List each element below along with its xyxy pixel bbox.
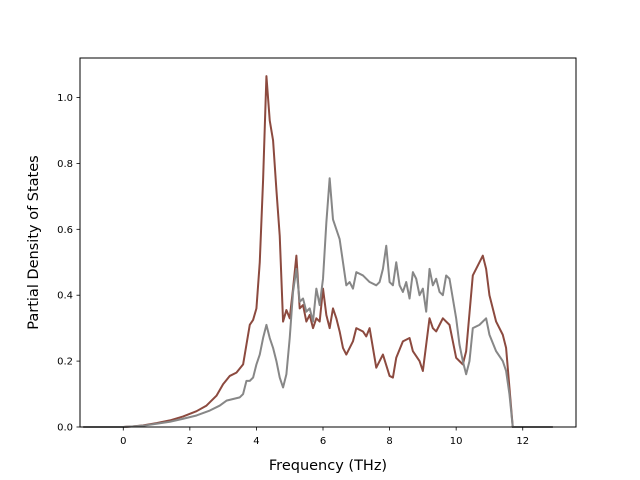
series-line-2 xyxy=(83,177,553,428)
y-tick-label: 0.4 xyxy=(57,291,73,302)
x-axis-ticks: 0 2 4 6 8 10 12 xyxy=(120,427,529,447)
y-tick-label: 0.8 xyxy=(57,159,73,170)
y-tick-label: 1.0 xyxy=(57,93,73,104)
y-tick-label: 0.2 xyxy=(57,357,73,368)
y-axis-title: Partial Density of States xyxy=(26,155,42,329)
x-tick-label: 0 xyxy=(120,436,126,447)
axes-frame xyxy=(79,57,577,428)
y-tick-label: 0.6 xyxy=(57,225,73,236)
y-tick-label: 0.0 xyxy=(57,423,73,434)
y-axis-ticks: 0.0 0.2 0.4 0.6 0.8 1.0 xyxy=(57,93,80,434)
x-axis-title: Frequency (THz) xyxy=(269,458,387,474)
x-tick-label: 12 xyxy=(516,436,529,447)
series-line-1 xyxy=(83,75,553,428)
x-tick-label: 2 xyxy=(187,436,193,447)
series-layer xyxy=(83,75,553,428)
plot-area xyxy=(79,57,577,428)
x-tick-label: 4 xyxy=(253,436,259,447)
x-tick-label: 8 xyxy=(386,436,392,447)
x-tick-label: 6 xyxy=(320,436,326,447)
x-tick-label: 10 xyxy=(450,436,463,447)
